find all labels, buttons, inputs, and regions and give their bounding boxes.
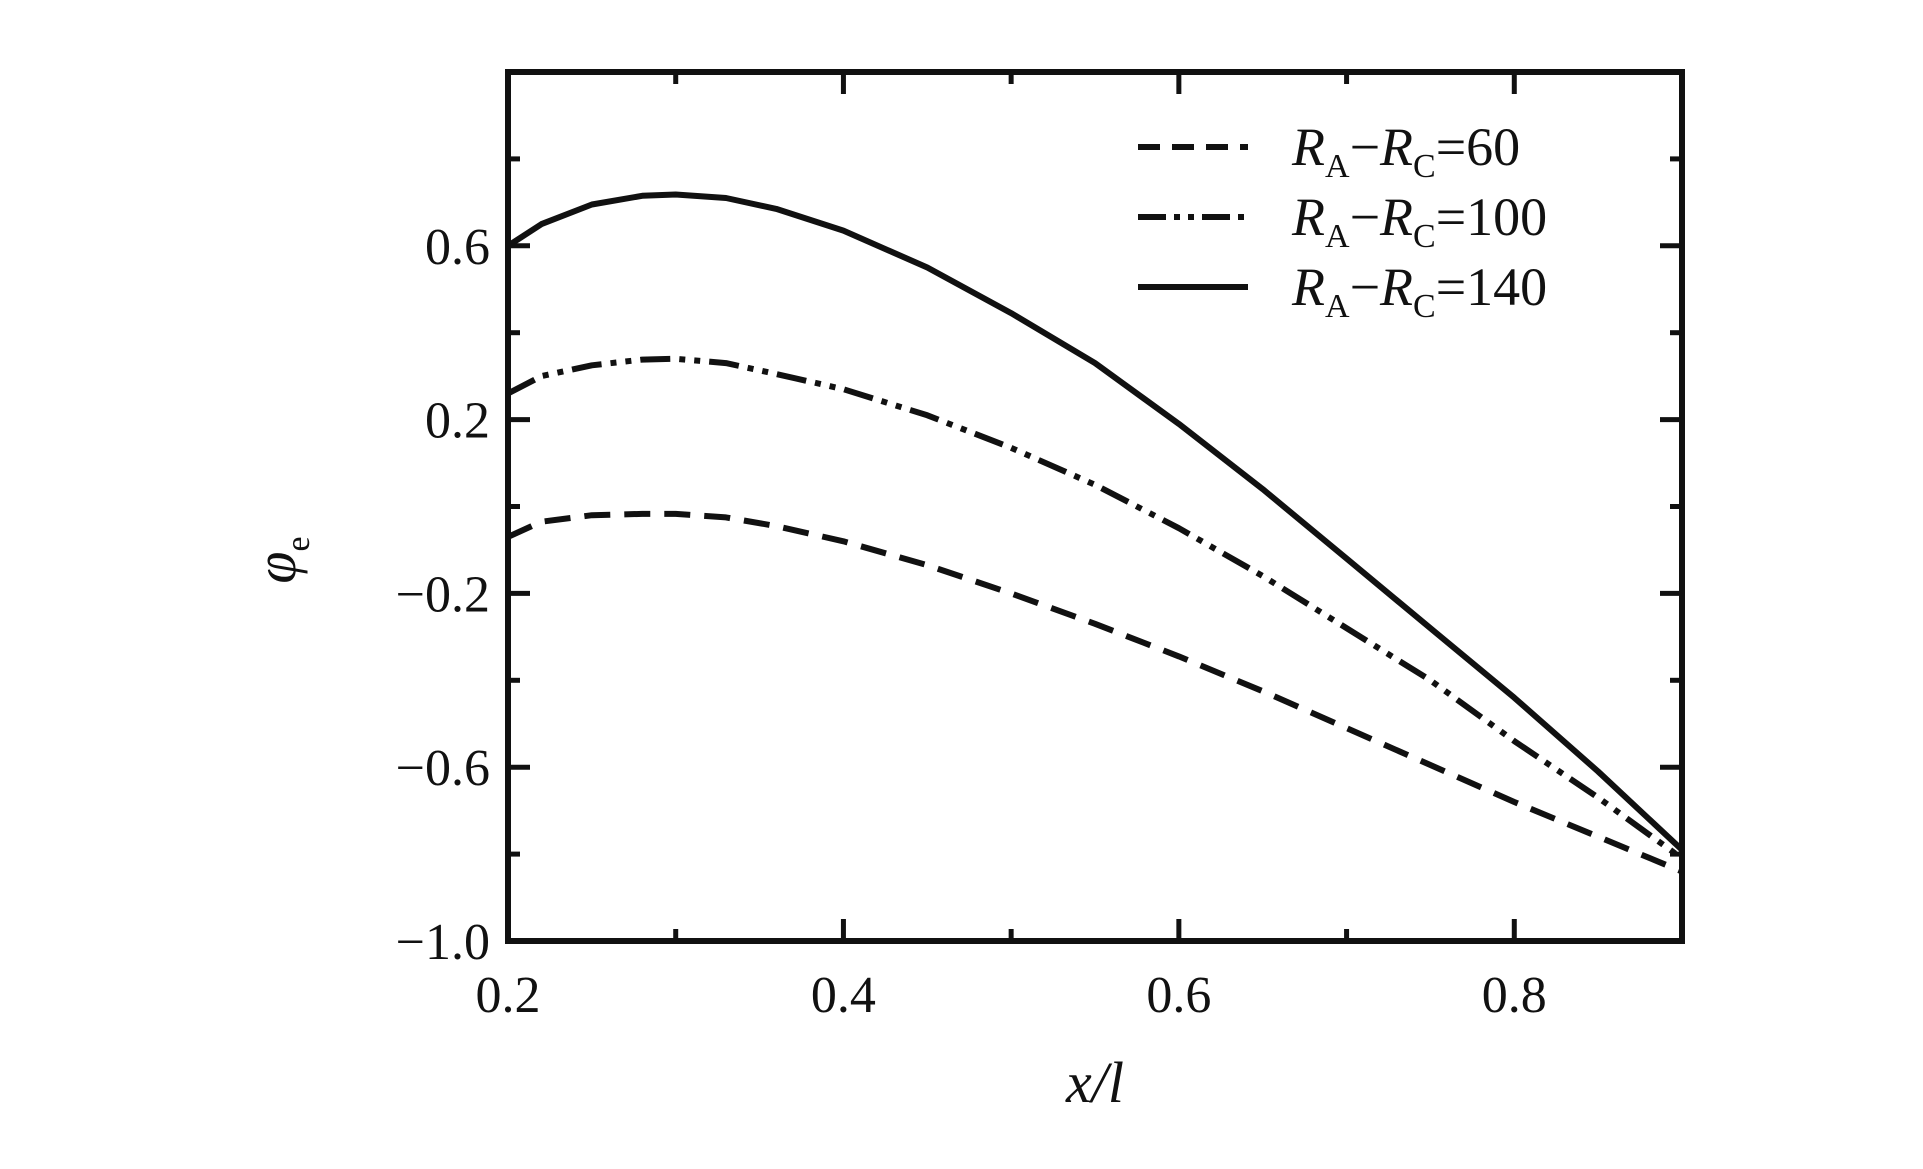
x-tick-labels: 0.2 0.4 0.6 0.8	[476, 967, 1547, 1024]
x-tick-label: 0.2	[476, 967, 541, 1024]
series-layer	[506, 191, 1685, 875]
plot-frame	[505, 69, 1685, 944]
y-axis-label-sub: e	[280, 536, 317, 551]
legend-label-1: RA−RC=100	[1291, 187, 1547, 255]
x-tick-label: 0.6	[1146, 967, 1211, 1024]
y-tick-label: −0.2	[396, 566, 490, 623]
y-tick-label: 0.6	[425, 219, 490, 276]
series-line-0	[506, 510, 1684, 875]
legend-label-0: RA−RC=60	[1291, 117, 1520, 185]
x-axis-label: x/l	[1065, 1050, 1124, 1115]
x-tick-label: 0.8	[1482, 967, 1547, 1024]
series-line-2	[506, 191, 1685, 852]
x-tick-label: 0.4	[811, 967, 876, 1024]
y-tick-label: −0.6	[396, 740, 490, 797]
y-tick-labels: −1.0 −0.6 −0.2 0.2 0.6	[396, 219, 490, 971]
legend-label-2: RA−RC=140	[1291, 257, 1547, 325]
y-tick-label: −1.0	[396, 914, 490, 971]
y-tick-label: 0.2	[425, 393, 490, 450]
